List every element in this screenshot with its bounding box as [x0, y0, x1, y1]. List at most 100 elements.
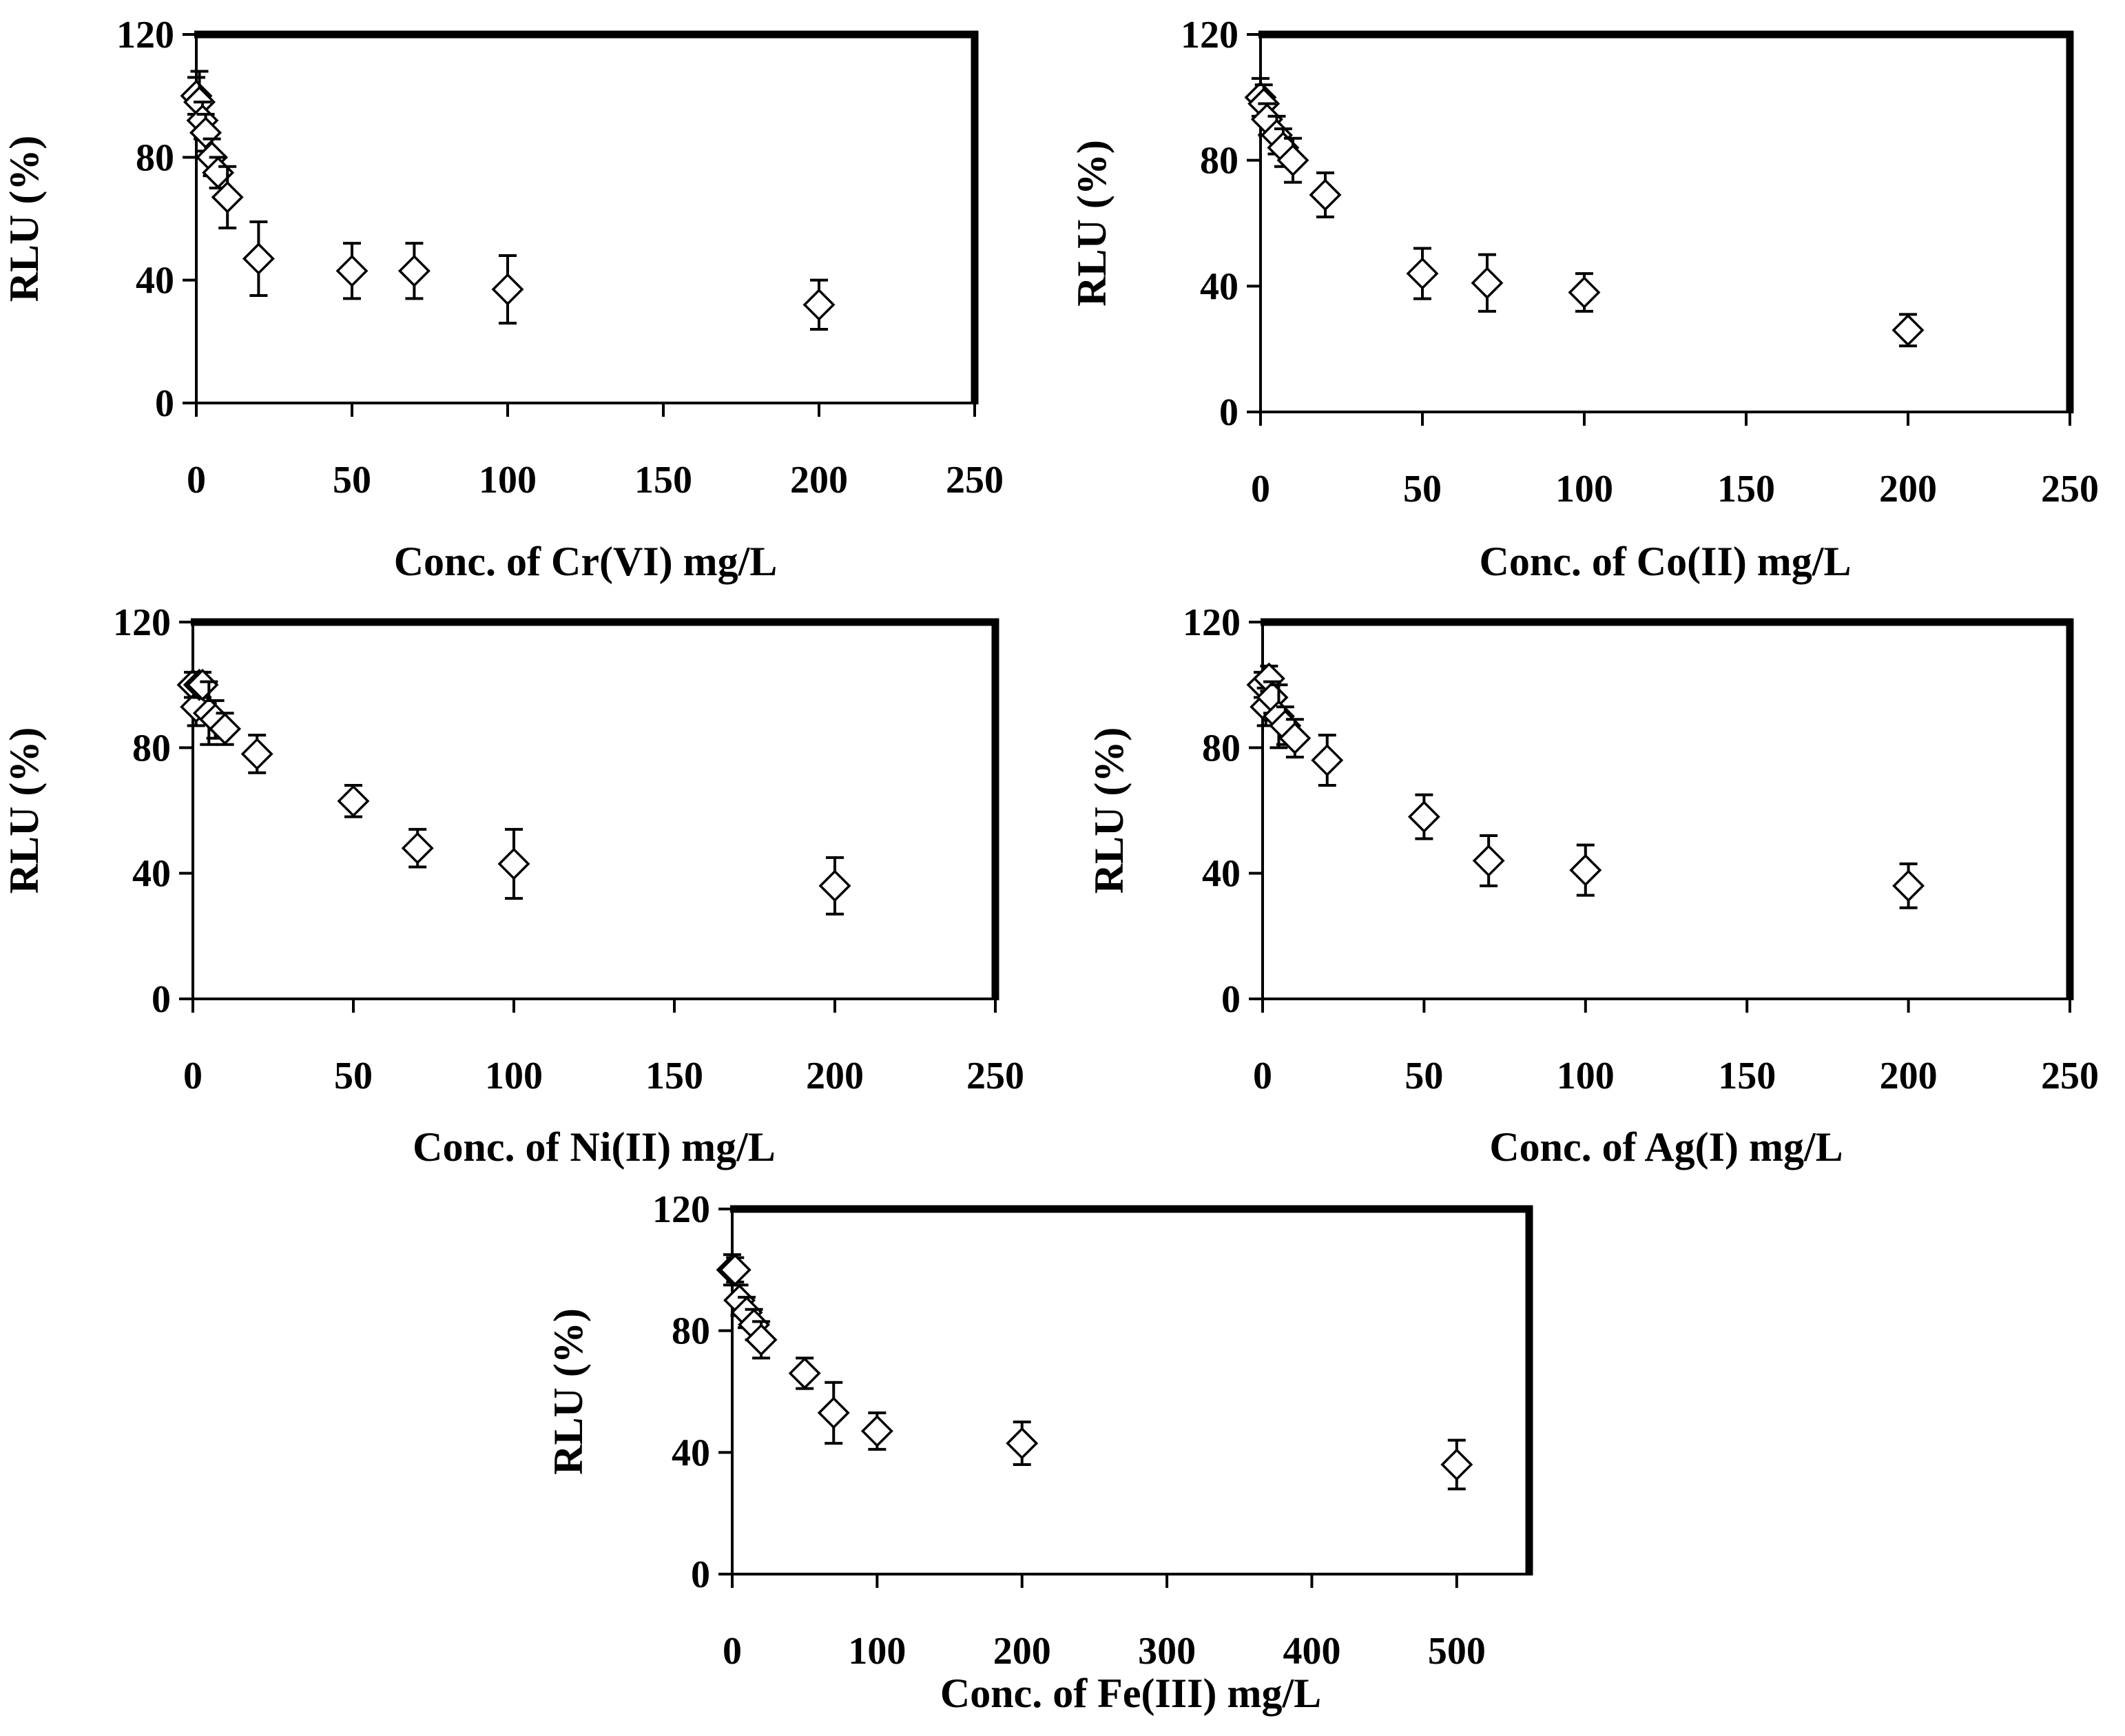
data-point [1309, 171, 1342, 218]
x-tick-label: 100 [479, 459, 537, 502]
x-tick-label: 250 [2041, 468, 2099, 510]
diamond-marker [1471, 267, 1504, 300]
x-axis-title: Conc. of Ni(II) mg/L [413, 1124, 776, 1170]
data-point [1568, 272, 1601, 313]
data-point [211, 165, 244, 229]
y-tick-label: 0 [1221, 978, 1241, 1021]
y-tick-label: 80 [132, 727, 171, 769]
x-tick-label: 250 [966, 1055, 1024, 1097]
x-tick-label: 300 [1138, 1630, 1196, 1673]
data-point [335, 242, 369, 300]
diamond-marker [1568, 276, 1601, 309]
diamond-marker [1407, 800, 1440, 834]
y-tick-label: 80 [1202, 727, 1241, 769]
diamond-marker [211, 180, 244, 214]
data-point [397, 242, 431, 300]
x-tick-label: 100 [848, 1630, 906, 1673]
y-tick-label: 0 [152, 978, 171, 1021]
y-tick-label: 80 [136, 136, 174, 179]
data-point [1891, 313, 1925, 348]
y-tick-label: 40 [672, 1432, 710, 1474]
data-point [240, 734, 273, 774]
x-axis-title: Conc. of Ag(I) mg/L [1489, 1124, 1843, 1170]
data-point [1471, 253, 1504, 313]
data-point [209, 712, 242, 746]
x-tick-label: 150 [1717, 468, 1775, 510]
data-point [491, 254, 524, 325]
x-tick-label: 100 [1557, 1055, 1615, 1097]
diamond-marker [1569, 854, 1602, 887]
diamond-marker [788, 1357, 821, 1389]
x-tick-label: 50 [1403, 468, 1442, 510]
chart-panel-1: 0 40 80 120 0 50 100 150 200 250 Conc. of Cr(VI) m… [1, 14, 1004, 584]
y-tick-label: 40 [1200, 265, 1238, 308]
diamond-marker [818, 869, 851, 902]
x-tick-label: 0 [1251, 468, 1270, 510]
diamond-marker [242, 242, 275, 275]
diamond-marker [1891, 313, 1925, 347]
data-point [497, 827, 530, 900]
x-tick-label: 200 [1880, 1055, 1938, 1097]
data-point [1006, 1420, 1039, 1466]
diamond-marker [1006, 1427, 1039, 1460]
x-tick-label: 50 [333, 459, 371, 502]
data-point [1407, 793, 1440, 840]
y-axis-title: RLU (%) [546, 1308, 591, 1475]
data-point [817, 1381, 850, 1445]
diamond-marker [1440, 1448, 1473, 1481]
y-axis-title: RLU (%) [1069, 140, 1115, 307]
x-tick-label: 0 [187, 459, 206, 502]
y-tick-label: 120 [116, 14, 174, 56]
diamond-marker [745, 1323, 778, 1356]
y-tick-label: 80 [1200, 140, 1238, 183]
x-tick-label: 250 [946, 459, 1004, 502]
x-tick-label: 0 [183, 1055, 203, 1097]
y-axis-title: RLU (%) [1, 727, 47, 894]
diamond-marker [240, 737, 273, 770]
y-axis-title: RLU (%) [1086, 727, 1132, 894]
x-tick-label: 200 [806, 1055, 864, 1097]
x-axis-title: Conc. of Co(II) mg/L [1480, 539, 1852, 584]
data-point [401, 827, 434, 869]
data-point [1440, 1438, 1473, 1491]
x-tick-label: 150 [645, 1055, 703, 1097]
y-tick-label: 0 [155, 382, 174, 425]
chart-panel-4: 0 40 80 120 0 50 100 150 200 250 Conc. of Ag(I) mg… [1086, 601, 2099, 1170]
y-tick-label: 120 [113, 601, 171, 644]
diamond-marker [497, 847, 530, 880]
x-tick-label: 150 [634, 459, 692, 502]
y-tick-label: 120 [1183, 601, 1241, 644]
x-axis-title: Conc. of Cr(VI) mg/L [394, 539, 778, 584]
data-point [1406, 247, 1439, 300]
x-tick-label: 200 [1879, 468, 1937, 510]
x-tick-label: 500 [1428, 1630, 1486, 1673]
chart-panel-3: 0 40 80 120 0 50 100 150 200 250 Conc. of Ni(II) m… [1, 601, 1024, 1170]
data-point [1276, 136, 1309, 184]
y-tick-label: 0 [691, 1553, 710, 1596]
x-tick-label: 250 [2041, 1055, 2099, 1097]
diamond-marker [1892, 869, 1925, 902]
x-axis-title: Conc. of Fe(III) mg/L [940, 1671, 1321, 1716]
data-point [337, 784, 370, 818]
data-point [802, 278, 836, 331]
diamond-marker [491, 273, 524, 306]
x-tick-label: 0 [1253, 1055, 1272, 1097]
diamond-marker [802, 288, 836, 321]
diamond-marker [335, 254, 369, 287]
diamond-marker [209, 712, 242, 745]
x-tick-label: 200 [993, 1630, 1051, 1673]
x-tick-label: 50 [334, 1055, 373, 1097]
diamond-marker [1278, 722, 1312, 755]
diamond-marker [1276, 144, 1309, 177]
y-tick-label: 40 [136, 260, 174, 302]
data-point [1569, 843, 1602, 897]
data-point [242, 220, 275, 297]
x-tick-label: 400 [1283, 1630, 1340, 1673]
data-point [1278, 718, 1312, 759]
y-axis-title: RLU (%) [1, 136, 47, 302]
data-point [1472, 834, 1505, 887]
chart-panel-2: 0 40 80 120 0 50 100 150 200 250 Conc. of Co(II) m… [1069, 14, 2099, 584]
chart-panel-5: 0 40 80 120 0 100 200 300 400 500 Conc. of Fe(III)… [546, 1188, 1533, 1716]
x-tick-label: 0 [723, 1630, 742, 1673]
